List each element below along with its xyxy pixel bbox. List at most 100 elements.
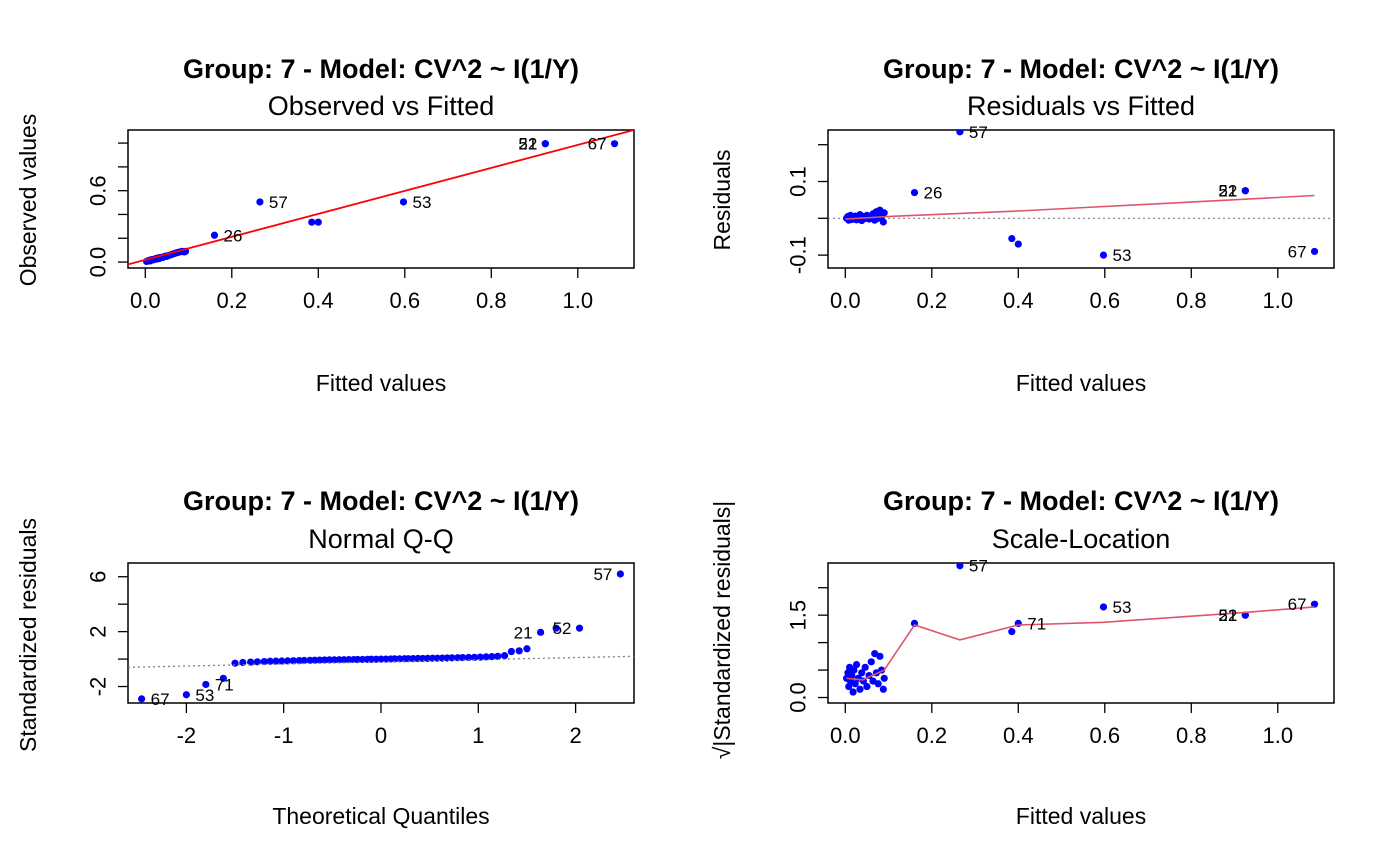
panel-3-y-tick-label: -2 (86, 677, 111, 697)
panel-2-x-tick-label: 0.6 (1089, 288, 1120, 313)
panel-4-x-tick-label: 0.8 (1176, 723, 1207, 748)
panel-4-point-label: 52 (1218, 606, 1237, 625)
panel-2-point-label: 26 (923, 184, 942, 203)
panel-4-data-point (867, 658, 875, 666)
panel-2-point-label: 67 (1288, 242, 1307, 261)
panel-3-y-tick-label: 2 (86, 626, 111, 638)
panel-1-point-label: 21 (518, 135, 537, 154)
panel-4-data-point (1241, 611, 1249, 619)
panel-3-x-tick-label: 0 (375, 723, 387, 748)
panel-3-y-tick-label: 6 (86, 571, 111, 583)
panel-2-point-label: 53 (1112, 246, 1131, 265)
panel-4-smooth-line (846, 606, 1315, 681)
panel-1-data-point (210, 231, 219, 239)
panel-3-data-point (464, 653, 473, 662)
panel-4-data-point (1099, 603, 1108, 611)
panel-1-point-label: 52 (518, 135, 537, 154)
panel-2-x-axis-label: Fitted values (1016, 370, 1146, 396)
panel-3-x-tick-label: -1 (274, 723, 294, 748)
panel-3-data-point (289, 657, 298, 665)
panel-2-title: Group: 7 - Model: CV^2 ~ I(1/Y) (883, 54, 1279, 84)
panel-1-y-tick-label: 0.6 (86, 175, 111, 206)
panel-4-data-point (1310, 600, 1319, 608)
panel-4-y-axis-label: √|Standardized residuals| (709, 501, 735, 760)
panel-2-data-point (1099, 251, 1108, 259)
panel-3-reference-line (128, 655, 634, 668)
panel-4-data-point (863, 682, 871, 691)
panel-1-data-point (610, 140, 619, 148)
panel-1-point-label: 53 (412, 193, 431, 212)
panel-3-point-label: 21 (514, 623, 533, 642)
panel-4-x-tick-label: 0.4 (1003, 723, 1034, 748)
panel-3-data-point (507, 647, 515, 656)
panel-1-point-label: 26 (223, 226, 242, 245)
panel-3-title: Group: 7 - Model: CV^2 ~ I(1/Y) (183, 486, 579, 516)
panel-3-data-point (575, 624, 584, 632)
panel-3-data-point (552, 624, 560, 632)
panel-3-data-point (266, 657, 274, 665)
panel-2-y-tick-label: 0.1 (786, 166, 811, 197)
panel-4-data-point (858, 669, 866, 677)
panel-2-x-tick-label: 1.0 (1262, 288, 1293, 313)
panel-1-x-tick-label: 0.6 (389, 288, 420, 313)
panel-1-subtitle: Observed vs Fitted (268, 91, 495, 121)
panel-2-point-label: 52 (1218, 182, 1237, 201)
panel-2-data-point (910, 188, 919, 197)
panel-4-x-tick-label: 1.0 (1262, 723, 1293, 748)
panel-3-data-point (494, 652, 502, 660)
panel-4-frame (827, 562, 1335, 704)
panel-4-x-tick-label: 0.6 (1089, 723, 1120, 748)
panel-3-data-point (239, 658, 247, 667)
panel-4-data-point (848, 671, 856, 680)
panel-4-point-label: 21 (1218, 606, 1237, 625)
panel-1-x-tick-label: 0.2 (216, 288, 247, 313)
panel-2-data-point (1310, 247, 1319, 256)
panel-3-x-axis-label: Theoretical Quantiles (272, 803, 489, 829)
panel-4-point-label: 57 (969, 557, 988, 576)
panel-1-x-axis-label: Fitted values (316, 370, 446, 396)
panel-4-data-point (876, 652, 884, 660)
panel-4-data-point (861, 663, 869, 671)
panel-4-data-point (849, 688, 857, 696)
panel-3-x-tick-label: -2 (177, 723, 197, 748)
panel-3-data-point (253, 658, 262, 666)
panel-3-data-point (482, 653, 490, 661)
panel-3-data-point (202, 680, 210, 689)
panel-2-subtitle: Residuals vs Fitted (967, 91, 1195, 121)
panel-4-data-point (956, 563, 964, 570)
panel-3-y-axis-label: Standardized residuals (15, 518, 41, 752)
panel-3-data-point (515, 647, 523, 655)
panel-2-point-label: 57 (969, 123, 988, 142)
panel-1-data-point (314, 218, 322, 226)
panel-3-data-point (488, 653, 496, 661)
panel-3-x-tick-label: 2 (569, 723, 581, 748)
panel-1-title: Group: 7 - Model: CV^2 ~ I(1/Y) (183, 54, 579, 84)
panel-4-data-point (879, 685, 887, 693)
panel-3-data-point (138, 695, 146, 703)
panel-1-point-label: 57 (269, 193, 288, 212)
panel-2-frame (827, 129, 1335, 269)
panel-3-data-point (272, 657, 280, 665)
panel-4-point-label: 67 (1288, 595, 1307, 614)
panel-3-data-point (300, 656, 308, 665)
panel-2-y-axis-label: Residuals (709, 150, 735, 251)
panel-4-title: Group: 7 - Model: CV^2 ~ I(1/Y) (883, 486, 1279, 516)
panel-1-x-tick-label: 0.8 (476, 288, 507, 313)
panel-3-data-point (231, 659, 239, 667)
panel-3-x-tick-label: 1 (472, 723, 484, 748)
panel-4-x-tick-label: 0.0 (830, 723, 861, 748)
panel-2-data-point (1014, 240, 1022, 248)
panel-4-subtitle: Scale-Location (992, 524, 1171, 554)
panel-2-data-point (880, 209, 888, 217)
panel-4-data-point (851, 680, 859, 688)
panel-observed-vs-fitted: Group: 7 - Model: CV^2 ~ I(1/Y) Observed… (15, 54, 635, 396)
panel-1-y-axis-label: Observed values (15, 114, 41, 287)
panel-2-y-tick-label: -0.1 (786, 236, 811, 274)
panel-2-x-tick-label: 0.2 (916, 288, 947, 313)
panel-normal-qq: Group: 7 - Model: CV^2 ~ I(1/Y) Normal Q… (15, 486, 635, 829)
panel-1-data-point (308, 218, 316, 226)
